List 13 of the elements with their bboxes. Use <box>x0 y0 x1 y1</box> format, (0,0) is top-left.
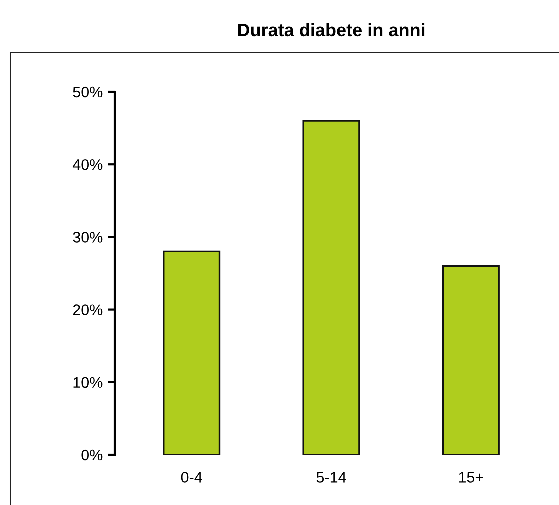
y-tick-label: 30% <box>73 232 103 243</box>
x-tick-label: 0-4 <box>181 472 202 483</box>
x-tick-label: 5-14 <box>316 472 346 483</box>
bar <box>442 265 500 455</box>
bar <box>302 120 360 455</box>
chart-title: Durata diabete in anni <box>238 23 425 37</box>
y-tick-label: 40% <box>72 159 103 170</box>
x-tick-label: 15+ <box>459 472 484 483</box>
y-tick-label: 0% <box>82 450 103 461</box>
y-tick-label: 50% <box>73 86 103 98</box>
y-tick-label: 20% <box>73 304 103 316</box>
y-tick-label: 10% <box>74 377 103 388</box>
bar <box>163 250 221 455</box>
